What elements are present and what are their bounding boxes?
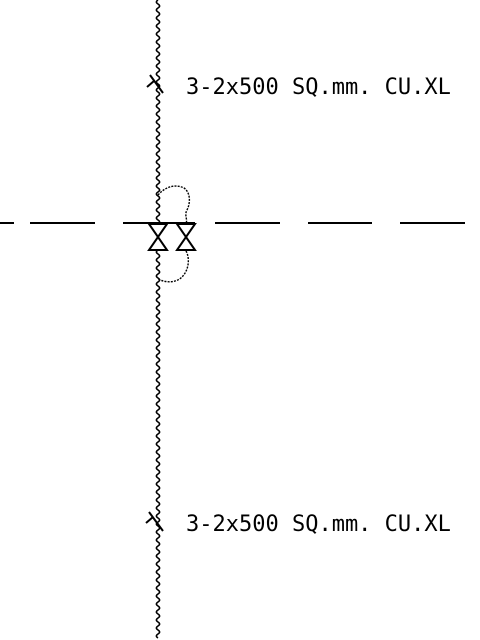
wavy-cable-line (155, 0, 161, 225)
cable-tick-mark (145, 511, 164, 532)
bowtie-switch-symbol (147, 223, 169, 251)
cable-label-top: 3-2x500 SQ.mm. CU.XL (186, 75, 451, 100)
wavy-cable-line (155, 249, 161, 639)
cable-tick-mark (146, 74, 164, 94)
cable-label-bottom: 3-2x500 SQ.mm. CU.XL (186, 512, 451, 537)
bowtie-switch-symbol (175, 223, 197, 251)
cable-loop (157, 250, 190, 283)
cable-loop (157, 185, 191, 224)
